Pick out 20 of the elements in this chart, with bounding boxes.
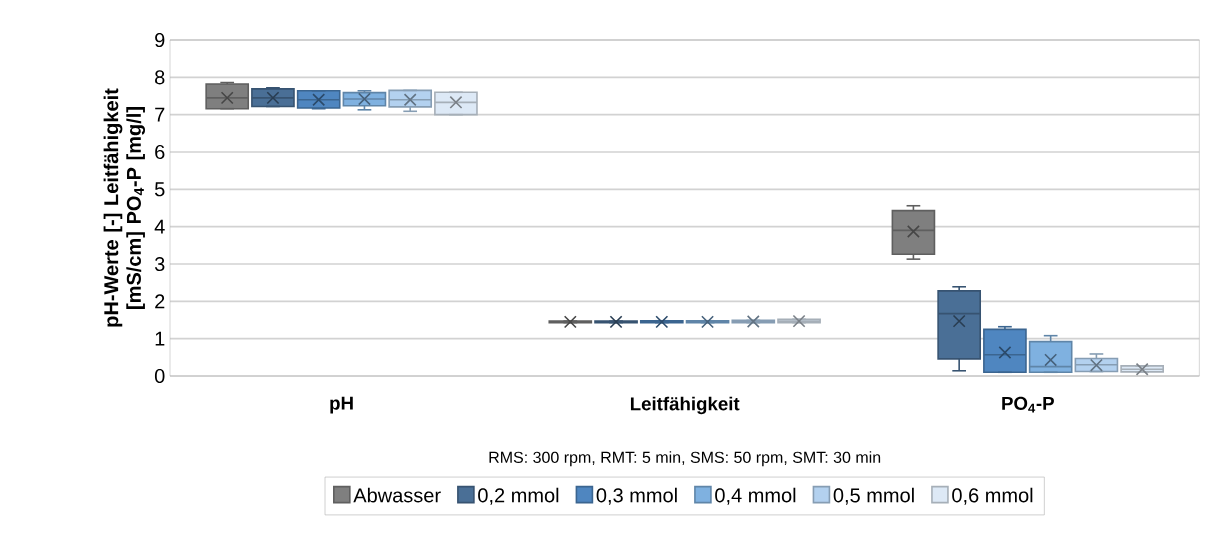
legend-label: 0,2 mmol <box>478 487 559 505</box>
legend-label: 0,3 mmol <box>596 487 677 505</box>
x-tick-label: Leitfähigkeit <box>630 396 740 415</box>
y-tick-label: 8 <box>155 70 165 85</box>
y-tick-label: 4 <box>154 219 165 234</box>
y-tick-label: 1 <box>155 331 165 346</box>
x-tick-label: pH <box>330 396 353 414</box>
y-tick-label: 6 <box>155 144 165 160</box>
y-tick-label: 2 <box>155 294 165 309</box>
y-tick-label: 7 <box>155 107 165 122</box>
legend-label: 0,6 mmol <box>952 487 1033 505</box>
text: RMS: 300 rpm, RMT: 5 min, SMS: 50 rpm, SMT: 30 min <box>489 451 881 467</box>
legend-label: 0,4 mmol <box>715 487 796 505</box>
y-tick-label: 3 <box>154 256 165 272</box>
legend-label: Abwasser <box>353 487 441 503</box>
x-tick-label: PO$_{4}$-P <box>1002 396 1054 413</box>
y-tick-label: 0 <box>154 368 165 384</box>
y-tick-label: 9 <box>155 32 165 48</box>
y-tick-label: 5 <box>154 182 165 197</box>
legend-label: 0,5 mmol <box>833 487 914 505</box>
